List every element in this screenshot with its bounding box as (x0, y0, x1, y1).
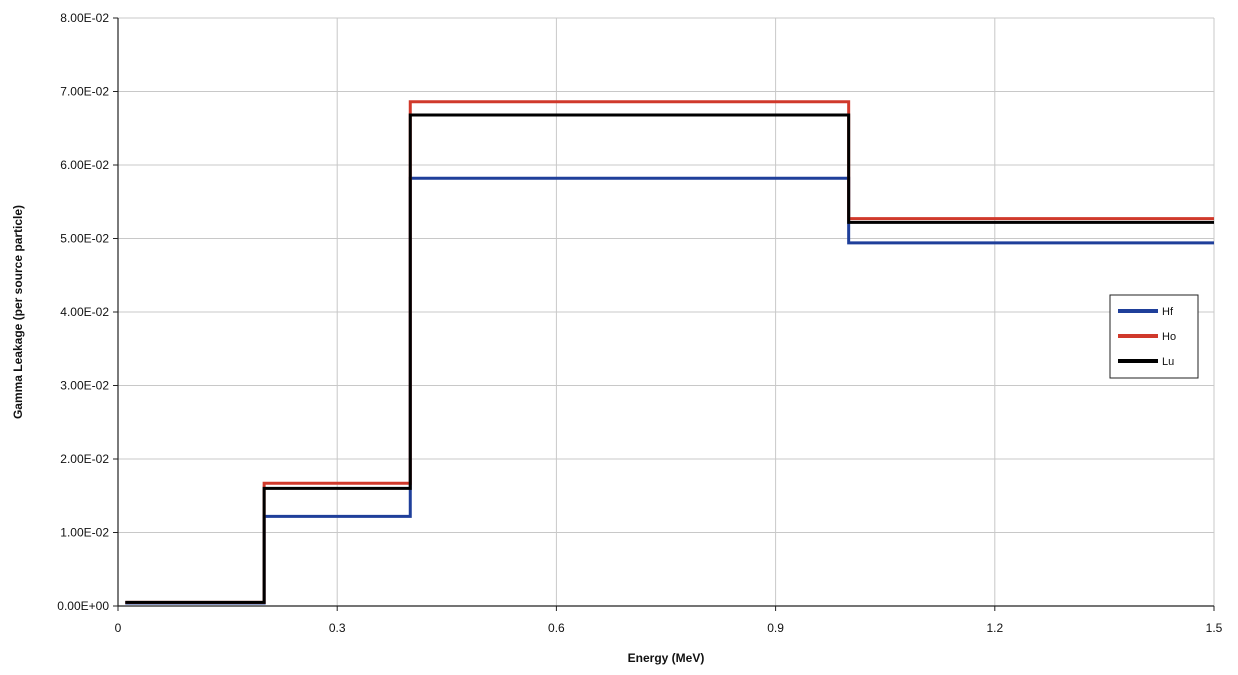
legend-label-lu: Lu (1162, 356, 1174, 368)
x-tick-label: 0.3 (329, 621, 346, 635)
y-tick-label: 0.00E+00 (57, 599, 109, 613)
y-tick-label: 6.00E-02 (60, 158, 109, 172)
x-tick-label: 0.6 (548, 621, 565, 635)
y-axis-title: Gamma Leakage (per source particle) (11, 205, 25, 419)
x-tick-label: 1.2 (986, 621, 1003, 635)
x-axis-title: Energy (MeV) (628, 651, 705, 665)
y-tick-label: 7.00E-02 (60, 85, 109, 99)
y-tick-label: 4.00E-02 (60, 305, 109, 319)
y-tick-label: 3.00E-02 (60, 379, 109, 393)
series-line-lu (125, 113, 1214, 604)
y-tick-label: 2.00E-02 (60, 452, 109, 466)
legend-label-ho: Ho (1162, 331, 1176, 343)
y-tick-label: 1.00E-02 (60, 526, 109, 540)
y-tick-label: 5.00E-02 (60, 232, 109, 246)
legend-label-hf: Hf (1162, 306, 1174, 318)
x-tick-label: 1.5 (1206, 621, 1223, 635)
y-tick-label: 8.00E-02 (60, 11, 109, 25)
x-tick-label: 0 (115, 621, 122, 635)
x-tick-label: 0.9 (767, 621, 784, 635)
